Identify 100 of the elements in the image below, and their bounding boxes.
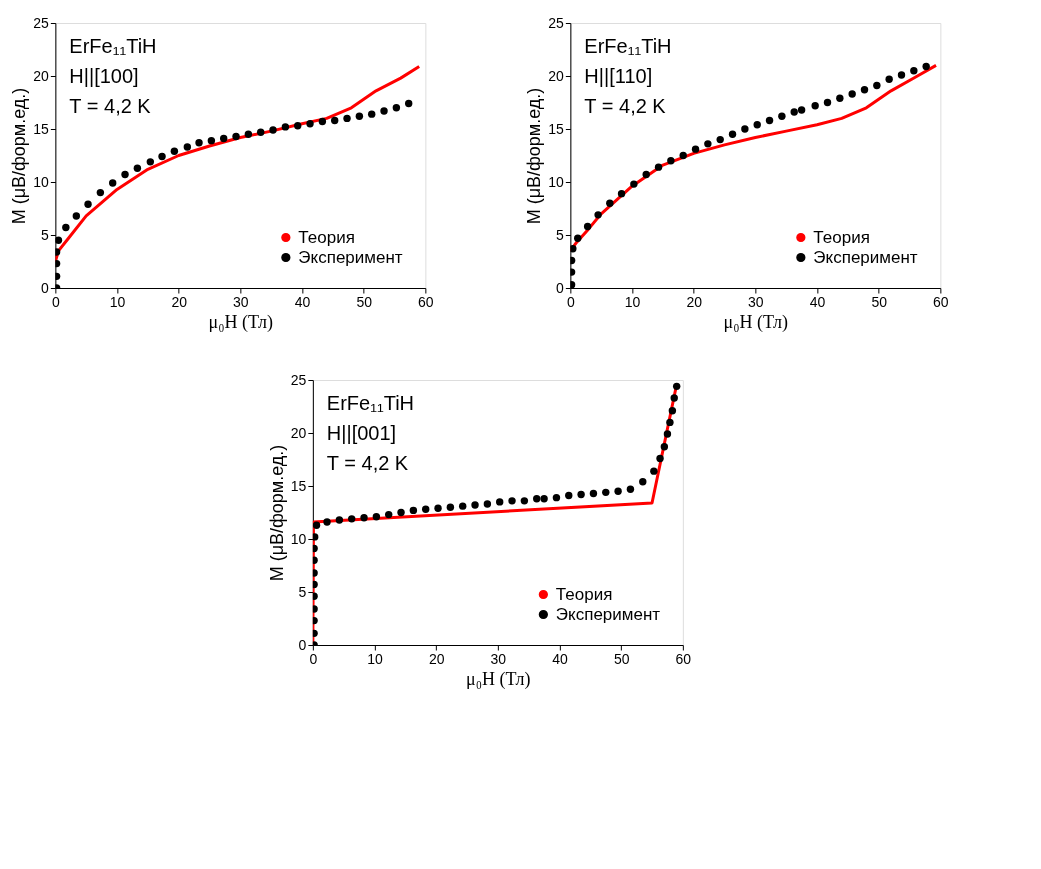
point (183, 143, 192, 151)
y-tick-label: 5 (556, 226, 565, 243)
point (422, 505, 430, 514)
point (885, 75, 893, 83)
point (626, 485, 635, 493)
point (666, 418, 674, 427)
point (269, 126, 277, 134)
y-tick-label: 25 (290, 371, 307, 388)
x-tick-label: 30 (490, 650, 507, 667)
point (121, 170, 129, 179)
point (606, 199, 614, 207)
point (355, 112, 364, 120)
legend-label: Теория (298, 227, 355, 247)
point (667, 157, 675, 165)
point (614, 487, 622, 495)
point (797, 106, 806, 114)
point (617, 189, 626, 198)
x-tick-label: 20 (171, 293, 188, 310)
point (823, 98, 832, 107)
annotation: T = 4,2 K (326, 452, 409, 474)
x-tick-label: 60 (933, 293, 949, 310)
point (170, 147, 179, 155)
point (312, 569, 318, 577)
point (392, 104, 401, 112)
point (552, 493, 561, 502)
y-tick-label: 0 (41, 279, 50, 296)
point (753, 121, 761, 129)
annotation: ErFe₁₁TiH (584, 35, 672, 57)
point (583, 222, 592, 231)
point (385, 510, 393, 519)
point (741, 125, 749, 133)
y-tick-label: 10 (548, 173, 565, 190)
point (790, 108, 798, 116)
legend-label: Теория (555, 584, 613, 604)
point (446, 503, 455, 511)
point (765, 116, 774, 125)
point (62, 223, 70, 232)
point (577, 490, 585, 499)
y-tick-label: 15 (33, 120, 50, 137)
y-tick-label: 10 (33, 173, 50, 190)
point (704, 140, 712, 148)
annotation: H||[110] (584, 65, 653, 87)
point (654, 163, 663, 171)
point (312, 605, 318, 613)
point (574, 234, 582, 242)
point (656, 454, 664, 463)
annotation: ErFe₁₁TiH (326, 392, 415, 414)
point (434, 504, 442, 512)
x-tick-label: 50 (356, 293, 373, 310)
y-tick-label: 15 (548, 120, 565, 137)
point (343, 114, 351, 123)
x-tick-label: 10 (624, 293, 641, 310)
point (663, 430, 672, 438)
point (146, 158, 155, 166)
x-tick-label: 40 (809, 293, 826, 310)
point (409, 506, 418, 515)
point (778, 112, 786, 120)
point (602, 488, 610, 497)
annotation: H||[001] (326, 422, 397, 444)
point (335, 516, 344, 524)
point (312, 556, 318, 564)
point (848, 90, 856, 98)
point (660, 443, 669, 451)
y-tick-label: 20 (33, 67, 50, 84)
legend-label: Эксперимент (555, 604, 661, 624)
x-axis-title: μ₀H (Тл) (208, 311, 274, 333)
point (281, 123, 290, 131)
point (133, 164, 142, 172)
point (642, 170, 650, 179)
y-axis-title: M (μB/форм.ед.) (524, 87, 545, 225)
annotation: ErFe₁₁TiH (69, 35, 157, 57)
point (405, 99, 413, 108)
point (650, 467, 658, 475)
annotation: T = 4,2 K (69, 95, 152, 117)
point (570, 268, 576, 276)
point (368, 110, 376, 118)
point (55, 248, 61, 256)
point (207, 136, 216, 145)
y-axis-title: M (μB/форм.ед.) (9, 87, 30, 225)
point (312, 521, 321, 529)
x-tick-label: 50 (871, 293, 888, 310)
point (471, 501, 479, 509)
x-tick-label: 0 (309, 650, 318, 667)
y-tick-label: 25 (548, 14, 565, 31)
point (323, 518, 331, 526)
y-tick-label: 5 (298, 583, 307, 600)
point (360, 514, 368, 522)
point (589, 489, 598, 498)
x-tick-label: 40 (294, 293, 311, 310)
point (84, 200, 92, 208)
point (331, 116, 339, 125)
x-tick-label: 10 (367, 650, 384, 667)
point (96, 188, 105, 197)
point (716, 135, 724, 144)
x-tick-label: 40 (552, 650, 569, 667)
point (922, 62, 930, 71)
point (873, 81, 881, 90)
point (836, 94, 844, 102)
legend-label: Теория (813, 227, 870, 247)
point (639, 478, 647, 486)
